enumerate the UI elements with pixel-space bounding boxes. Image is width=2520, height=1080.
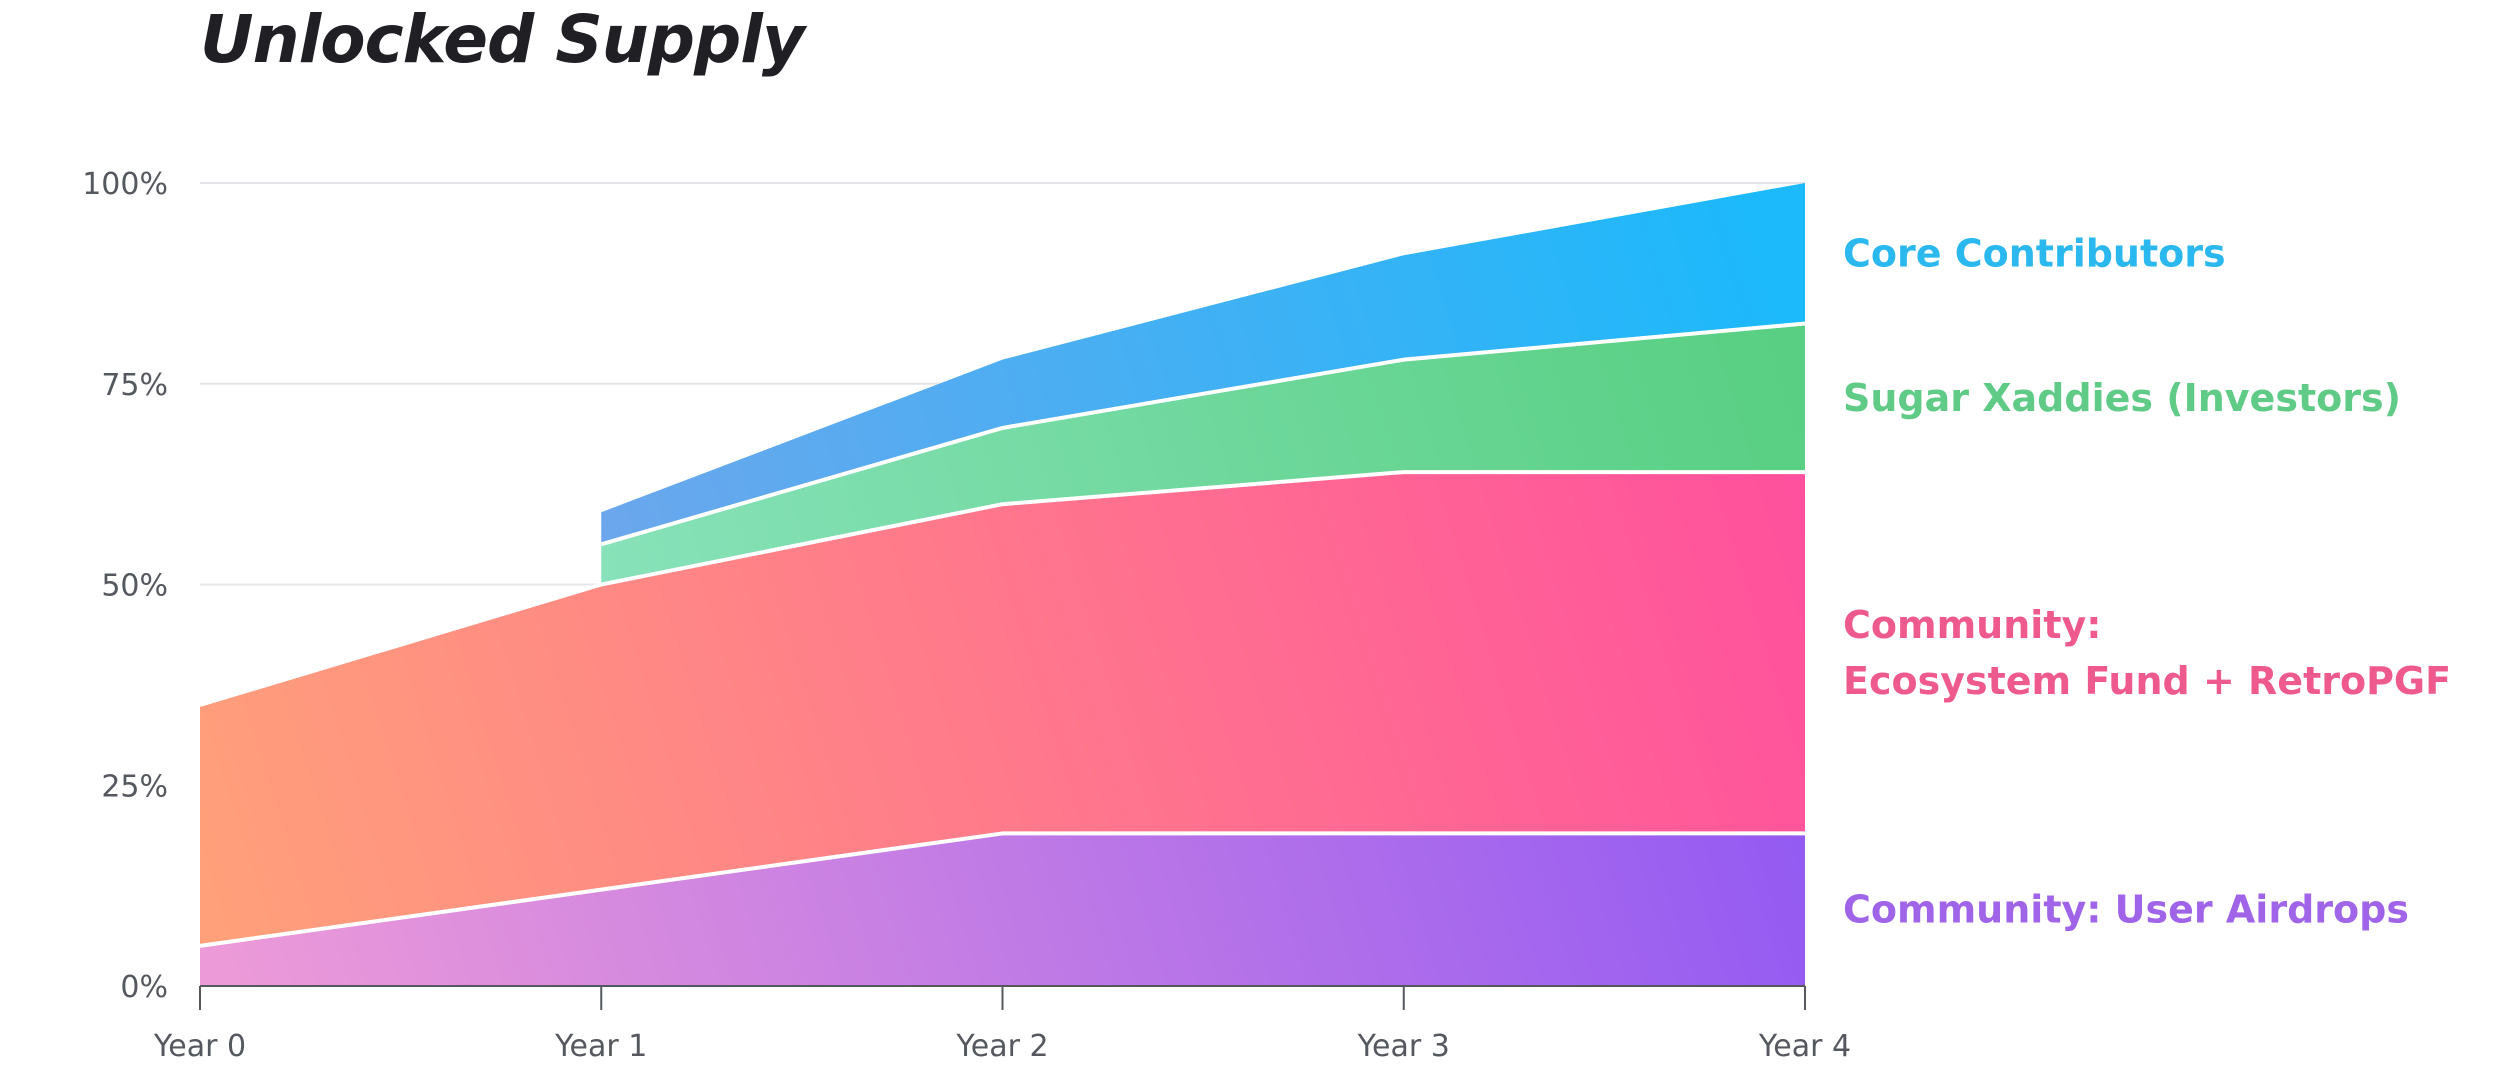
- x-tick-label: Year 4: [1758, 1029, 1851, 1064]
- axes: Year 0 Year 1 Year 2 Year 3 Year 4: [153, 985, 1851, 1064]
- y-tick-label: 0%: [120, 970, 168, 1005]
- stacked-areas: [199, 183, 1806, 986]
- x-tick-label: Year 1: [554, 1029, 647, 1064]
- area-sugar-xaddies-investors-: [601, 323, 1805, 585]
- series-boundary: [600, 321, 1806, 547]
- y-tick-label: 100%: [82, 167, 168, 202]
- chart-title: Unlocked Supply: [200, 1, 808, 78]
- area-community-ecosystem-fund-retropgf: [200, 472, 1805, 946]
- legend-label: Community: User Airdrops: [1843, 888, 2409, 932]
- legend-label: Sugar Xaddies (Investors): [1843, 376, 2401, 420]
- legend-label: Community: Ecosystem Fund + RetroPGF: [1843, 603, 2451, 703]
- area-community-user-airdrops: [200, 833, 1805, 986]
- x-tick-label: Year 2: [955, 1029, 1048, 1064]
- series-boundary: [199, 831, 1805, 948]
- legend: Community: User Airdrops Community: Ecosys…: [1843, 231, 2451, 931]
- y-tick-label: 25%: [101, 769, 168, 804]
- area-core-contributors: [601, 183, 1805, 545]
- legend-label: Core Contributors: [1843, 231, 2226, 275]
- x-tick-label: Year 0: [153, 1029, 246, 1064]
- series-boundary: [199, 470, 1805, 707]
- y-tick-label: 75%: [101, 368, 168, 403]
- y-tick-label: 50%: [101, 569, 168, 604]
- x-tick-label: Year 3: [1357, 1029, 1450, 1064]
